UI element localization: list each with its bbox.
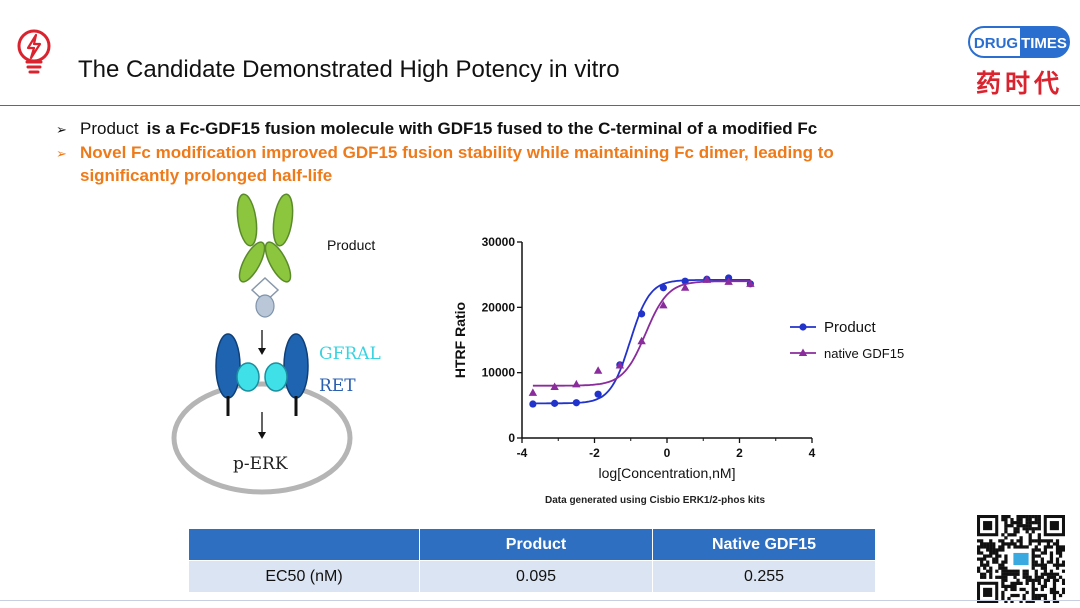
bullet-fc-text-line1: Novel Fc modification improved GDF15 fus… xyxy=(80,143,834,162)
footer-divider xyxy=(0,600,1080,601)
perk-label: p-ERK xyxy=(233,454,288,474)
x-tick-label: 2 xyxy=(736,446,743,460)
table-cell-native-ec50: 0.255 xyxy=(652,560,876,593)
x-axis-label: log[Concentration,nM] xyxy=(599,465,736,481)
legend-label: Product xyxy=(824,319,877,336)
fc-gdf15-molecule-icon xyxy=(236,193,294,318)
data-point xyxy=(659,300,668,309)
y-axis-label: HTRF Ratio xyxy=(452,302,468,378)
data-point xyxy=(529,400,537,408)
data-point xyxy=(550,382,559,391)
bullet-product-text: is a Fc-GDF15 fusion molecule with GDF15… xyxy=(146,119,818,138)
ret-label: RET xyxy=(319,376,356,396)
table-header-row: Product Native GDF15 xyxy=(188,528,876,561)
gfral-receptor-icon xyxy=(236,362,288,392)
bullet-fc-text-line2: significantly prolonged half-life xyxy=(80,166,333,185)
data-point xyxy=(551,399,559,407)
series-curve-native-gdf15 xyxy=(532,280,751,387)
data-point xyxy=(638,310,646,318)
table-header-product: Product xyxy=(419,528,653,561)
data-point xyxy=(637,336,646,345)
table-header-native: Native GDF15 xyxy=(652,528,876,561)
data-point xyxy=(702,275,712,283)
x-tick-label: -4 xyxy=(517,446,528,460)
bullet-fc-modification: ➢ Novel Fc modification improved GDF15 fu… xyxy=(56,143,834,163)
data-point xyxy=(724,277,733,285)
legend-label: native GDF15 xyxy=(824,346,904,361)
qr-code xyxy=(977,515,1066,604)
data-point xyxy=(593,366,603,374)
legend-marker xyxy=(799,323,807,331)
data-point xyxy=(746,279,755,287)
x-tick-label: 0 xyxy=(664,446,671,460)
lightbulb-lightning-icon xyxy=(16,28,52,74)
page-title: The Candidate Demonstrated High Potency … xyxy=(78,56,620,83)
table-row: EC50 (nM) 0.095 0.255 xyxy=(188,560,876,593)
data-point xyxy=(572,379,581,388)
x-tick-label: -2 xyxy=(589,446,600,460)
bullet-product-description: ➢ Product is a Fc-GDF15 fusion molecule wi… xyxy=(56,119,817,139)
data-point xyxy=(615,360,625,369)
bullet-product-word: Product xyxy=(80,119,139,138)
logo-drug-text: DRUG xyxy=(974,35,1018,52)
x-tick-label: 4 xyxy=(809,446,816,460)
bullet-arrow-icon: ➢ xyxy=(56,122,67,137)
logo-times-text: TIMES xyxy=(1021,35,1067,52)
series-curve-product xyxy=(532,279,751,405)
table-header-blank xyxy=(188,528,420,561)
ret-receptor-icon xyxy=(215,333,309,416)
dose-response-chart: 0 10000 20000 30000 -4 -2 0 2 4 log[Concentration… xyxy=(440,225,930,495)
logo-chinese-text: 药时代 xyxy=(976,69,1064,98)
y-tick-label: 10000 xyxy=(482,366,516,380)
data-point xyxy=(528,388,538,396)
table-cell-product-ec50: 0.095 xyxy=(419,560,653,593)
bullet-arrow-icon: ➢ xyxy=(56,146,67,161)
table-row-label: EC50 (nM) xyxy=(188,560,420,593)
data-point xyxy=(680,283,690,291)
legend-marker xyxy=(798,348,808,356)
gfral-label: GFRAL xyxy=(319,344,381,364)
ec50-table: Product Native GDF15 EC50 (nM) 0.095 0.2… xyxy=(188,528,876,593)
mechanism-diagram xyxy=(160,190,360,500)
y-tick-label: 20000 xyxy=(482,300,516,314)
title-divider xyxy=(0,105,1080,106)
data-point xyxy=(594,390,602,398)
y-tick-label: 30000 xyxy=(482,235,516,249)
diagram-product-label: Product xyxy=(327,237,376,253)
chart-footnote: Data generated using Cisbio ERK1/2-phos … xyxy=(545,495,766,506)
drugtimes-logo: DRUG TIMES xyxy=(968,26,1070,58)
data-point xyxy=(572,399,580,407)
y-tick-label: 0 xyxy=(508,431,515,445)
data-point xyxy=(659,284,667,292)
